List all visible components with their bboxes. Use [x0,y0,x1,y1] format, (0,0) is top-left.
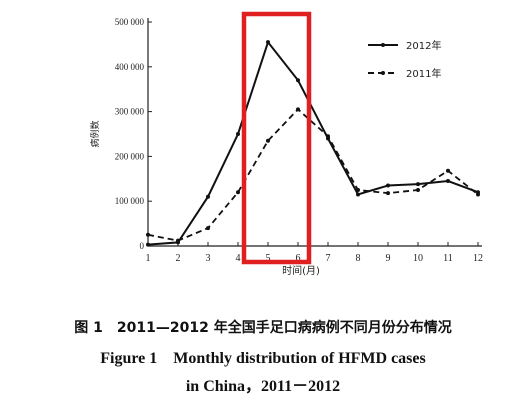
legend-label-2011年: 2011年 [406,67,441,80]
data-point-2011年-5 [266,138,270,143]
y-tick-label: 0 [140,241,145,251]
series-line-2012年 [147,40,479,246]
data-point-2012年-4 [236,132,240,136]
x-tick-label: 7 [326,253,331,264]
data-point-2011年-7 [326,134,330,139]
legend-marker-2011年 [381,71,385,75]
data-point-2011年-11 [446,168,450,173]
y-axis-title: 病例数 [89,120,101,147]
data-point-2011年-6 [296,107,300,112]
x-tick-label: 6 [296,253,301,264]
caption-english-line2: in China，2011－2012 [185,378,341,395]
series-lines [146,40,480,247]
data-point-2011年-3 [206,226,210,231]
data-point-2011年-4 [236,190,240,195]
x-tick-label: 10 [413,253,423,264]
series-line-2011年 [147,108,479,242]
axes [147,18,482,247]
x-tick-label: 9 [386,253,391,264]
x-tick-label: 1 [146,253,151,264]
y-tick-label: 200 000 [115,151,145,161]
highlight-box [241,11,312,265]
highlight-layer [241,11,312,265]
data-point-2011年-1 [146,232,150,237]
data-point-2012年-1 [146,242,150,247]
data-point-2012年-9 [386,183,390,188]
x-tick-label: 12 [473,253,483,264]
data-point-2012年-10 [416,182,420,187]
x-tick-label: 4 [236,253,241,264]
data-point-2012年-5 [266,40,270,45]
data-point-2012年-8 [356,192,360,197]
x-tick-label: 5 [266,253,271,264]
legend-label-2012年: 2012年 [406,39,441,52]
data-point-2011年-2 [176,238,180,243]
x-tick-label: 2 [176,253,181,264]
x-tick-label: 11 [443,253,453,264]
y-tick-label: 300 000 [115,107,145,117]
data-point-2011年-8 [356,188,360,192]
y-tick-label: 500 000 [115,17,145,27]
x-axis-title: 时间(月) [282,264,320,277]
y-tick-label: 100 000 [115,196,145,206]
data-point-2012年-3 [206,194,210,199]
caption-chinese: 图 1 2011—2012 年全国手足口病病例不同月份分布情况 [74,320,452,336]
data-point-2012年-6 [296,78,300,83]
y-tick-label: 400 000 [115,62,145,72]
caption-english-line1: Figure 1 Monthly distribution of HFMD ca… [100,350,426,367]
data-point-2012年-11 [446,179,450,184]
legend-marker-2012年 [381,43,385,47]
legend: 2012年 2011年 [368,39,441,80]
data-point-2011年-10 [416,188,420,192]
data-point-2011年-12 [476,192,480,197]
x-tick-label: 8 [356,253,361,264]
data-point-2011年-9 [386,191,390,196]
x-tick-label: 3 [206,253,211,264]
